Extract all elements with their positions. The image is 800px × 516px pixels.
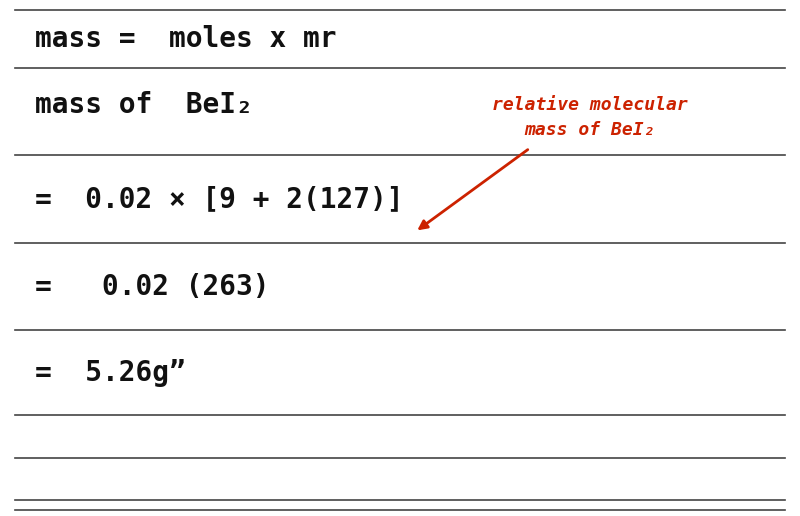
Text: mass =  moles x mr: mass = moles x mr: [35, 25, 337, 53]
Text: relative molecular: relative molecular: [492, 96, 688, 114]
Text: mass of BeI₂: mass of BeI₂: [525, 121, 655, 139]
Text: =   0.02 (263): = 0.02 (263): [35, 273, 270, 301]
Text: =  5.26g”: = 5.26g”: [35, 359, 186, 387]
Text: mass of  BeI₂: mass of BeI₂: [35, 91, 253, 119]
Text: =  0.02 × [9 + 2(127)]: = 0.02 × [9 + 2(127)]: [35, 185, 403, 213]
